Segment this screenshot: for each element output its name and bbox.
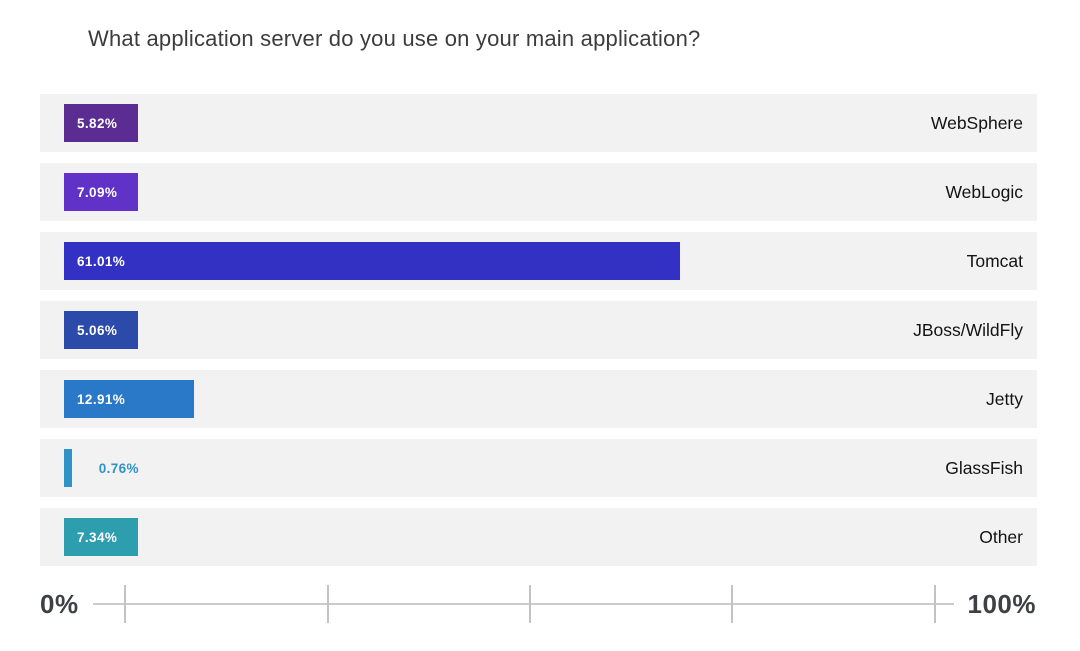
bar: 12.91% <box>64 380 195 418</box>
bar: 5.82% <box>64 104 138 142</box>
category-label: Other <box>979 526 1023 547</box>
bar-value-label: 5.06% <box>77 322 118 338</box>
bar: 5.06% <box>64 311 138 349</box>
bar <box>64 449 72 487</box>
category-label: WebLogic <box>945 181 1023 202</box>
bar-value-label: 12.91% <box>77 391 126 407</box>
category-label: JBoss/WildFly <box>913 319 1023 340</box>
category-label: WebSphere <box>930 112 1023 133</box>
bar-row: 12.91% Jetty <box>40 370 1037 428</box>
axis-max-label: 100% <box>967 588 1036 619</box>
axis-tick <box>124 585 127 623</box>
axis-tick <box>528 585 531 623</box>
bar-rows: 5.82% WebSphere 7.09% WebLogic 61.01% To… <box>40 94 1037 577</box>
bar-value-label: 5.82% <box>77 115 118 131</box>
axis-line <box>92 585 954 623</box>
chart-title: What application server do you use on yo… <box>88 26 701 51</box>
axis-tick <box>326 585 329 623</box>
axis-tick <box>933 585 936 623</box>
bar-value-label: 7.09% <box>77 184 118 200</box>
category-label: GlassFish <box>945 457 1023 478</box>
bar-value-label-outside: 0.76% <box>98 460 139 476</box>
bar-row: 5.06% JBoss/WildFly <box>40 301 1037 359</box>
bar-row: 61.01% Tomcat <box>40 232 1037 290</box>
bar-row: 7.34% Other <box>40 508 1037 566</box>
x-axis: 0% 100% <box>40 581 1036 627</box>
category-label: Tomcat <box>966 250 1023 271</box>
bar: 61.01% <box>64 242 681 280</box>
axis-tick <box>731 585 734 623</box>
bar-value-label: 61.01% <box>77 253 126 269</box>
bar: 7.34% <box>64 518 139 556</box>
bar: 7.09% <box>64 173 138 211</box>
bar-value-label: 7.34% <box>77 529 118 545</box>
bar-row: 7.09% WebLogic <box>40 163 1037 221</box>
axis-min-label: 0% <box>40 588 79 619</box>
bar-row: 5.82% WebSphere <box>40 94 1037 152</box>
category-label: Jetty <box>986 388 1023 409</box>
bar-row: 0.76% GlassFish <box>40 439 1037 497</box>
